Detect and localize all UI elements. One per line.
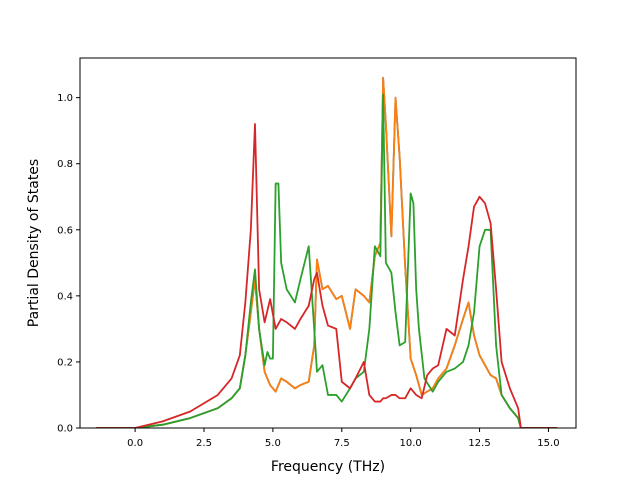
y-tick-label: 0.6 <box>57 225 73 236</box>
x-tick-label: 10.0 <box>400 438 422 449</box>
x-tick-label: 2.5 <box>196 438 212 449</box>
y-tick-label: 1.0 <box>57 93 73 104</box>
x-tick-label: 5.0 <box>265 438 281 449</box>
x-axis-ticks: 0.0 2.5 5.0 7.5 10.0 12.5 15.0 <box>127 428 560 449</box>
y-tick-label: 0.0 <box>57 424 73 435</box>
x-tick-label: 7.5 <box>334 438 350 449</box>
series-line-3 <box>95 93 558 428</box>
plot-area <box>95 76 558 428</box>
y-tick-label: 0.8 <box>57 159 73 170</box>
y-tick-label: 0.2 <box>57 357 73 368</box>
axes-frame <box>79 57 577 429</box>
x-tick-label: 0.0 <box>127 438 143 449</box>
series-layer <box>95 76 558 428</box>
y-axis-ticks: 0.0 0.2 0.4 0.6 0.8 1.0 <box>57 93 80 435</box>
x-tick-label: 12.5 <box>468 438 490 449</box>
x-axis-label: Frequency (THz) <box>271 459 385 475</box>
series-line-4 <box>95 123 558 428</box>
y-axis-label: Partial Density of States <box>26 159 42 327</box>
x-tick-label: 15.0 <box>537 438 559 449</box>
y-tick-label: 0.4 <box>57 291 73 302</box>
